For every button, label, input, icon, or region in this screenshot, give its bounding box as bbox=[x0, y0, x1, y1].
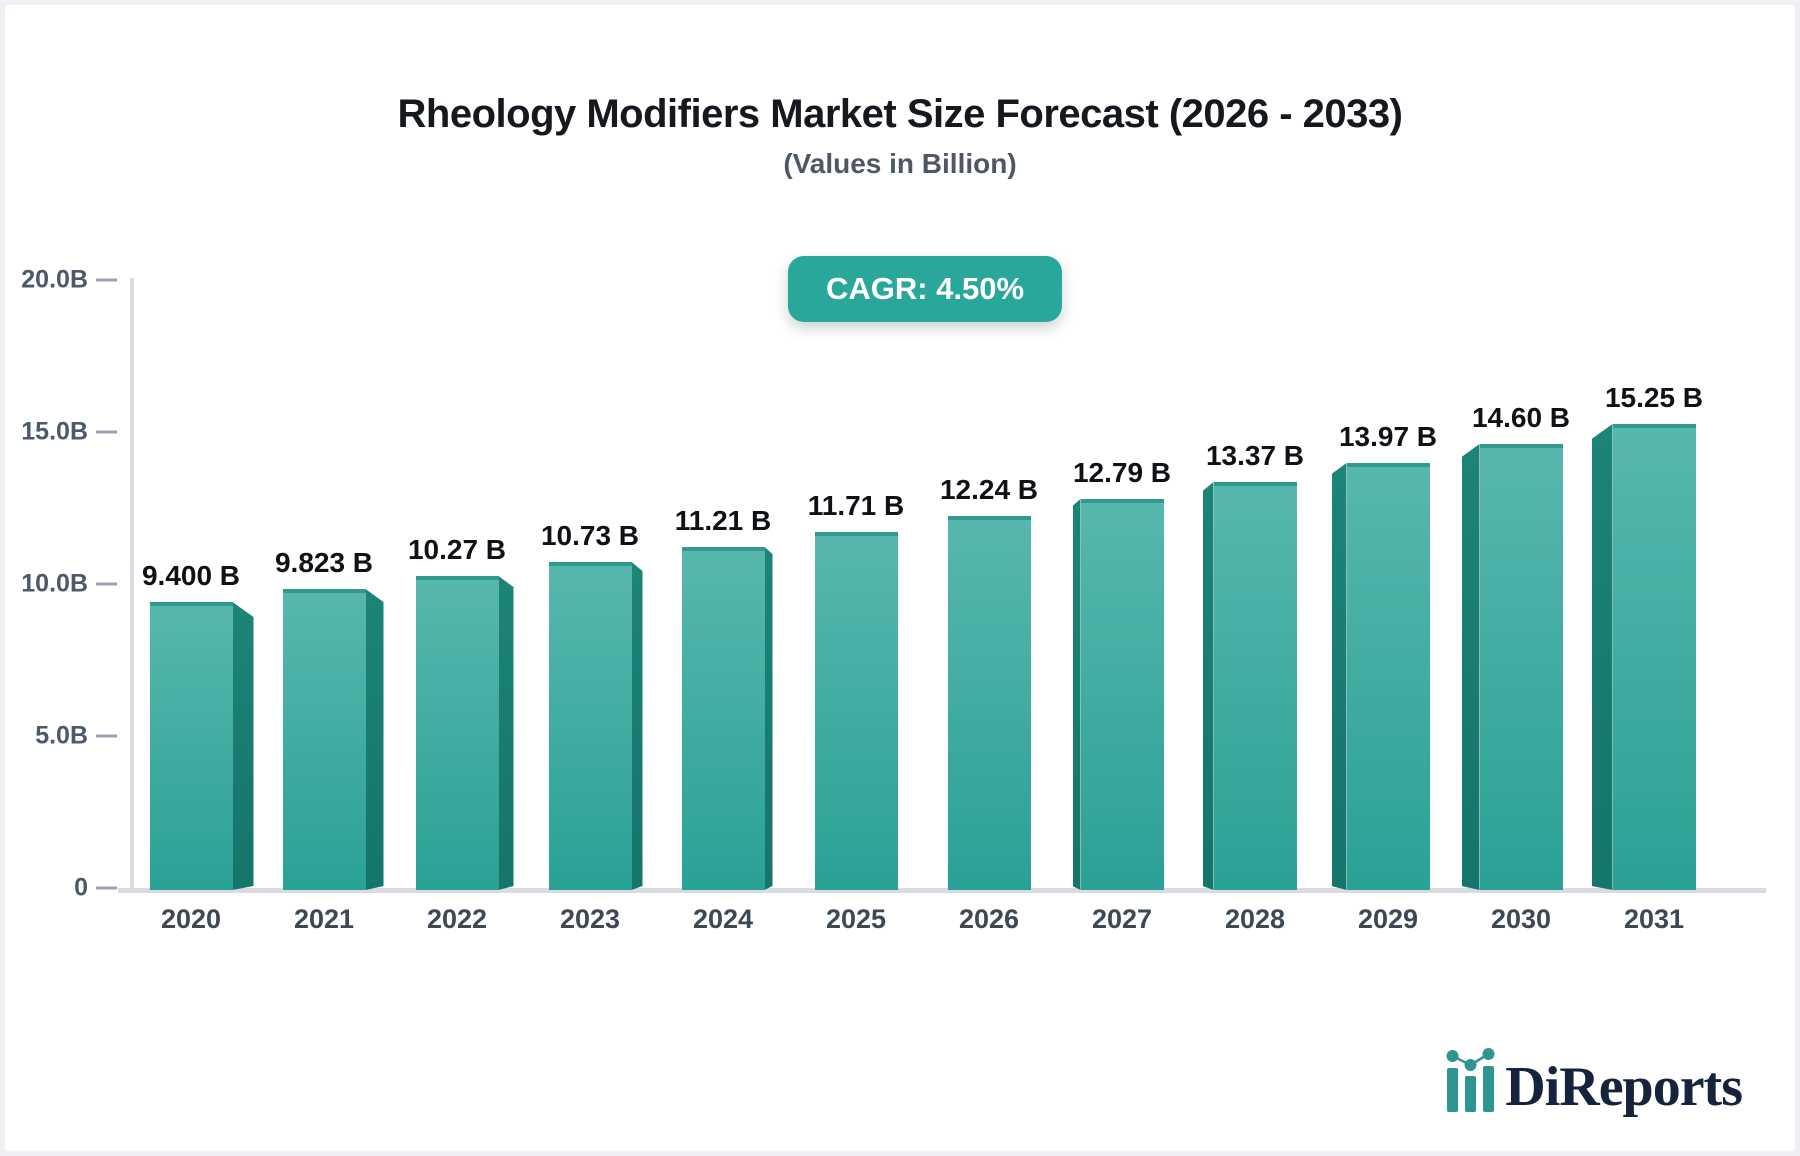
bar-value-label: 13.37 B bbox=[1205, 440, 1305, 471]
bar-2020 bbox=[149, 602, 233, 890]
x-axis-label-2025: 2025 bbox=[825, 904, 887, 934]
bar-2022 bbox=[415, 576, 499, 890]
bar-side-face bbox=[1203, 482, 1214, 890]
bar-value-label: 10.73 B bbox=[540, 520, 640, 551]
bar-side-face bbox=[366, 589, 384, 890]
x-axis-label-2022: 2022 bbox=[426, 904, 488, 934]
x-axis-label-2027: 2027 bbox=[1091, 904, 1153, 934]
y-tick-label: 10.0B bbox=[21, 569, 88, 598]
y-tick-mark bbox=[96, 582, 117, 586]
bar-value-label: 12.79 B bbox=[1072, 457, 1172, 488]
x-axis-label-2028: 2028 bbox=[1224, 904, 1286, 934]
y-tick-mark bbox=[96, 430, 117, 434]
bar-2030 bbox=[1479, 444, 1563, 890]
bar-side-face bbox=[1073, 499, 1081, 890]
y-tick-mark bbox=[96, 734, 117, 738]
bar-2021 bbox=[282, 589, 366, 890]
bar-side-face bbox=[233, 602, 254, 890]
bar-value-label: 12.24 B bbox=[939, 474, 1039, 505]
bar-2027 bbox=[1080, 499, 1164, 890]
x-axis-label-2030: 2030 bbox=[1490, 904, 1552, 934]
chart-subtitle: (Values in Billion) bbox=[783, 148, 1017, 179]
bar-side-face bbox=[765, 547, 773, 890]
bar-value-label: 11.71 B bbox=[807, 490, 905, 521]
x-axis-label-2031: 2031 bbox=[1623, 904, 1685, 934]
bar-side-face bbox=[499, 576, 514, 890]
bar-side-face bbox=[1332, 463, 1347, 890]
x-axis-label-2021: 2021 bbox=[293, 904, 355, 934]
bar-2023 bbox=[548, 562, 632, 890]
bar-value-label: 13.97 B bbox=[1338, 421, 1438, 452]
x-axis-line bbox=[118, 888, 1766, 893]
bar-2025 bbox=[814, 532, 898, 890]
y-tick-label: 15.0B bbox=[21, 417, 88, 446]
x-axis-label-2024: 2024 bbox=[692, 904, 754, 934]
bar-side-face bbox=[632, 562, 643, 890]
x-axis-label-2029: 2029 bbox=[1357, 904, 1419, 934]
y-tick-mark bbox=[96, 886, 117, 890]
y-tick-label: 5.0B bbox=[35, 721, 88, 750]
bar-side-face bbox=[1592, 424, 1613, 890]
bar-value-label: 14.60 B bbox=[1471, 402, 1571, 433]
bar-2031 bbox=[1612, 424, 1696, 890]
bar-2026 bbox=[947, 516, 1031, 890]
bar-value-label: 11.21 B bbox=[674, 505, 772, 536]
cagr-badge: CAGR: 4.50% bbox=[787, 256, 1063, 322]
bar-2028 bbox=[1213, 482, 1297, 890]
bar-value-label: 10.27 B bbox=[407, 534, 507, 565]
bar-2024 bbox=[681, 547, 765, 890]
brand-logo: DiReports bbox=[1445, 1044, 1743, 1118]
x-axis-label-2026: 2026 bbox=[958, 904, 1020, 934]
bar-value-label: 9.400 B bbox=[141, 560, 241, 591]
y-axis-line bbox=[130, 278, 134, 892]
bar-2029 bbox=[1346, 463, 1430, 890]
brand-logo-text: DiReports bbox=[1505, 1055, 1743, 1118]
y-tick-label: 20.0B bbox=[21, 265, 88, 294]
bar-value-label: 15.25 B bbox=[1604, 382, 1704, 413]
chart-title: Rheology Modifiers Market Size Forecast … bbox=[397, 92, 1403, 136]
x-axis-label-2020: 2020 bbox=[160, 904, 222, 934]
x-axis-label-2023: 2023 bbox=[559, 904, 621, 934]
bar-side-face bbox=[1462, 444, 1480, 890]
mini-bar-line-chart-icon bbox=[1446, 1048, 1495, 1112]
y-tick-label: 0 bbox=[74, 873, 88, 902]
bar-value-label: 9.823 B bbox=[274, 547, 374, 578]
y-tick-mark bbox=[96, 278, 117, 282]
